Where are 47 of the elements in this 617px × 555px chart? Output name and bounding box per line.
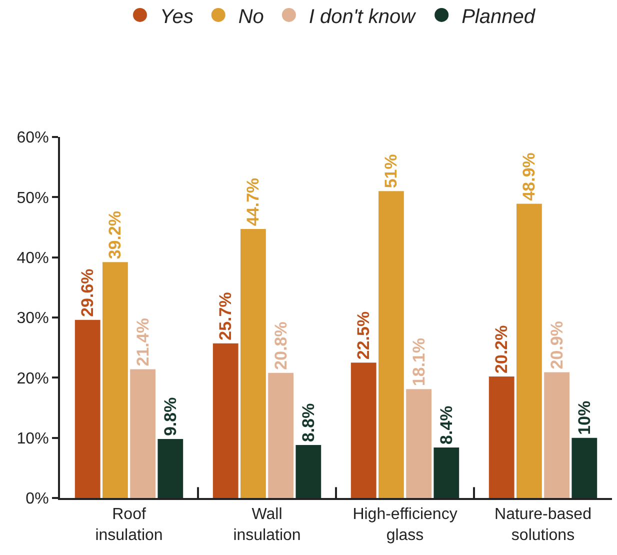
x-tick-label: Wall insulation	[233, 506, 301, 544]
data-label: 8.8%	[298, 403, 318, 442]
x-tick-label: Roof insulation	[95, 506, 163, 544]
y-tick-label: 50%	[16, 190, 49, 207]
bar	[158, 439, 184, 498]
y-tick-label: 60%	[16, 130, 49, 147]
bar	[488, 376, 514, 498]
bar	[74, 320, 100, 498]
legend-label: No	[238, 6, 264, 28]
bar	[544, 372, 570, 498]
data-label: 20.9%	[547, 321, 566, 370]
y-tick-label: 20%	[16, 370, 49, 388]
legend-label: Yes	[160, 6, 194, 28]
data-label: 22.5%	[354, 311, 374, 360]
data-label: 18.1%	[409, 338, 428, 386]
data-label: 9.8%	[160, 397, 180, 436]
legend-label: I don't know	[308, 6, 417, 28]
legend-label: Planned	[462, 6, 536, 28]
bar	[434, 447, 460, 498]
bar	[212, 343, 238, 498]
bar	[406, 389, 432, 498]
data-label: 48.9%	[520, 152, 539, 201]
data-label: 25.7%	[216, 292, 236, 340]
data-label: 44.7%	[244, 178, 263, 226]
y-tick-label: 0%	[26, 490, 49, 508]
bar	[130, 369, 156, 498]
y-tick-label: 40%	[16, 250, 49, 267]
data-label: 29.6%	[78, 268, 98, 317]
y-tick-label: 10%	[16, 430, 49, 448]
bar	[102, 262, 128, 498]
bar	[296, 445, 322, 498]
data-label: 8.4%	[436, 406, 456, 444]
bar	[240, 229, 266, 498]
bar	[378, 191, 404, 498]
data-label: 20.8%	[271, 322, 290, 370]
bar	[268, 372, 294, 498]
bar	[350, 362, 376, 498]
data-label: 39.2%	[106, 210, 125, 260]
x-tick-label: High-efficiency glass	[352, 506, 458, 544]
data-label: 20.2%	[492, 325, 512, 374]
bar	[572, 438, 598, 498]
y-tick-label: 30%	[16, 310, 49, 328]
data-label: 21.4%	[133, 318, 152, 366]
data-label: 10%	[574, 400, 594, 435]
bar	[516, 204, 542, 498]
data-label: 51%	[382, 154, 401, 188]
x-tick-label: Nature-based solutions	[494, 506, 592, 544]
